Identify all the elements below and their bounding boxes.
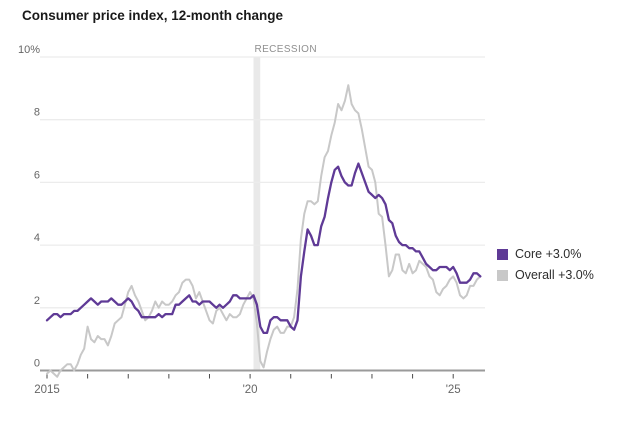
legend-label-overall: Overall +3.0% [515,268,594,282]
y-axis-label-2: 2 [34,295,40,307]
y-axis-label-6: 6 [34,169,40,181]
legend-item-overall: Overall +3.0% [497,268,594,282]
x-axis-label-2025: '25 [446,384,461,396]
chart-title: Consumer price index, 12-month change [22,8,284,23]
recession-label: RECESSION [254,44,317,55]
y-axis-label-10: 10% [18,44,40,56]
series-line-core [45,162,482,335]
recession-band [253,57,261,370]
x-axis-label-2020: '20 [243,384,258,396]
series-line-overall [46,84,482,378]
core-swatch [497,248,508,260]
x-axis-label-2015: 2015 [34,384,60,396]
legend-label-core: Core +3.0% [515,247,582,261]
chart-legend: Core +3.0% Overall +3.0% [497,247,594,282]
y-axis-label-0: 0 [34,358,40,370]
y-axis-label-8: 8 [34,107,40,119]
overall-swatch [497,269,508,281]
y-axis-label-4: 4 [34,232,40,244]
legend-item-core: Core +3.0% [497,247,594,261]
